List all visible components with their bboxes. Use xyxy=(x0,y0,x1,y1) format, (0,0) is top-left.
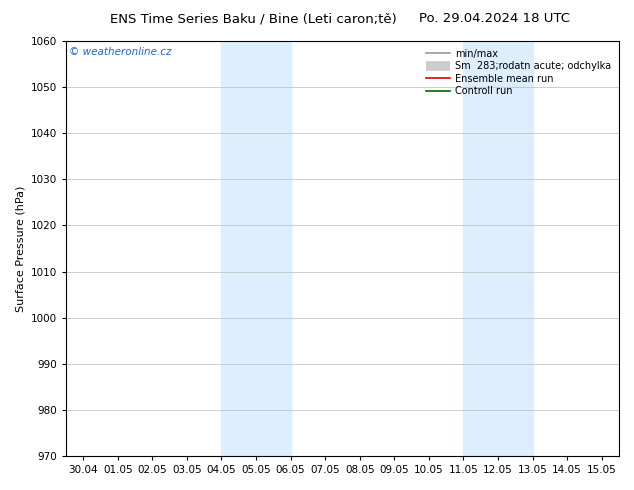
Bar xyxy=(256,41,290,456)
Bar xyxy=(221,41,256,456)
Legend: min/max, Sm  283;rodatn acute; odchylka, Ensemble mean run, Controll run: min/max, Sm 283;rodatn acute; odchylka, … xyxy=(423,46,614,99)
Text: © weatheronline.cz: © weatheronline.cz xyxy=(68,47,171,57)
Text: Po. 29.04.2024 18 UTC: Po. 29.04.2024 18 UTC xyxy=(419,12,570,25)
Text: ENS Time Series Baku / Bine (Leti caron;tě): ENS Time Series Baku / Bine (Leti caron;… xyxy=(110,12,397,25)
Y-axis label: Surface Pressure (hPa): Surface Pressure (hPa) xyxy=(15,185,25,312)
Bar xyxy=(463,41,498,456)
Bar xyxy=(498,41,533,456)
